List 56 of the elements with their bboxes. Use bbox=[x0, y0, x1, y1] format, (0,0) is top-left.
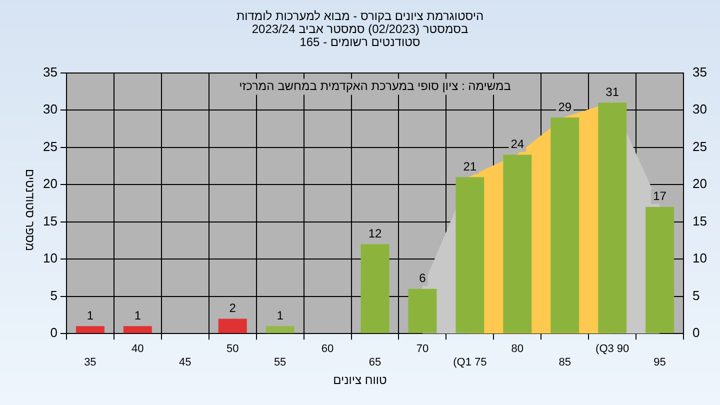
data-label: 1 bbox=[134, 308, 142, 322]
bar bbox=[598, 102, 627, 334]
data-label: 21 bbox=[463, 159, 477, 174]
y-axis-title: מספר סטודנטים bbox=[23, 168, 37, 252]
annotation: במשימה : ציון סופי במערכת האקדמית במחשב המרכזי bbox=[239, 79, 511, 94]
x-tick-label: 85 bbox=[558, 356, 571, 368]
bar bbox=[123, 326, 152, 334]
y2-tick-label: 35 bbox=[692, 64, 708, 80]
data-label: 12 bbox=[368, 226, 382, 240]
y2-tick-label: 20 bbox=[692, 176, 708, 192]
x-tick-label: 60 bbox=[321, 343, 334, 356]
bar bbox=[503, 154, 532, 334]
x-tick-label: (Q1 75 bbox=[453, 356, 487, 368]
data-label: 1 bbox=[86, 308, 94, 322]
bar bbox=[360, 244, 390, 334]
y2-tick-label: 5 bbox=[692, 288, 700, 303]
y-tick-label: 5 bbox=[50, 288, 58, 303]
data-label: 17 bbox=[653, 189, 667, 204]
y-tick-label: 10 bbox=[42, 250, 58, 266]
x-tick-label: 95 bbox=[654, 356, 666, 368]
data-label: 1 bbox=[276, 308, 284, 322]
bar bbox=[550, 118, 580, 334]
y-tick-label: 25 bbox=[42, 138, 58, 154]
y2-tick-label: 25 bbox=[692, 138, 708, 154]
chart-title: היסטוגרמת ציונים בקורס - מבוא למערכות לומדות bbox=[235, 9, 485, 23]
x-tick-label: 65 bbox=[368, 356, 382, 368]
data-label: 31 bbox=[606, 84, 620, 99]
y-tick-label: 15 bbox=[42, 213, 58, 228]
bar bbox=[408, 288, 437, 334]
x-tick-label: (Q3 90 bbox=[596, 343, 630, 356]
bar bbox=[218, 318, 247, 334]
x-tick-label: 35 bbox=[84, 356, 96, 368]
y-tick-label: 30 bbox=[42, 102, 58, 117]
y-tick-label: 0 bbox=[50, 325, 58, 340]
data-label: 24 bbox=[510, 137, 524, 152]
x-tick-label: 50 bbox=[226, 343, 239, 356]
chart-subtitle: בסמסטר (02/2023) סמסטר אביב 2023/24 סטודנטים רשומים - 165 bbox=[250, 22, 470, 49]
y-tick-label: 20 bbox=[42, 176, 58, 192]
data-label: 2 bbox=[229, 301, 236, 316]
y2-tick-label: 15 bbox=[692, 213, 708, 228]
x-tick-label: 45 bbox=[179, 356, 192, 368]
y-tick-label: 35 bbox=[42, 64, 58, 80]
bar bbox=[76, 326, 104, 334]
x-tick-label: 55 bbox=[274, 356, 286, 368]
x-tick-label: 80 bbox=[511, 343, 524, 356]
y2-tick-label: 30 bbox=[692, 102, 708, 117]
x-tick-label: 70 bbox=[416, 343, 429, 356]
bar bbox=[266, 326, 294, 334]
data-label: 29 bbox=[558, 100, 572, 114]
x-tick-label: 40 bbox=[132, 343, 144, 356]
bar bbox=[646, 206, 674, 334]
y2-tick-label: 0 bbox=[692, 325, 700, 340]
x-axis-title: טווח ציונים bbox=[332, 373, 388, 387]
bar bbox=[456, 177, 484, 334]
data-label: 6 bbox=[419, 271, 426, 286]
y2-tick-label: 10 bbox=[692, 250, 708, 266]
